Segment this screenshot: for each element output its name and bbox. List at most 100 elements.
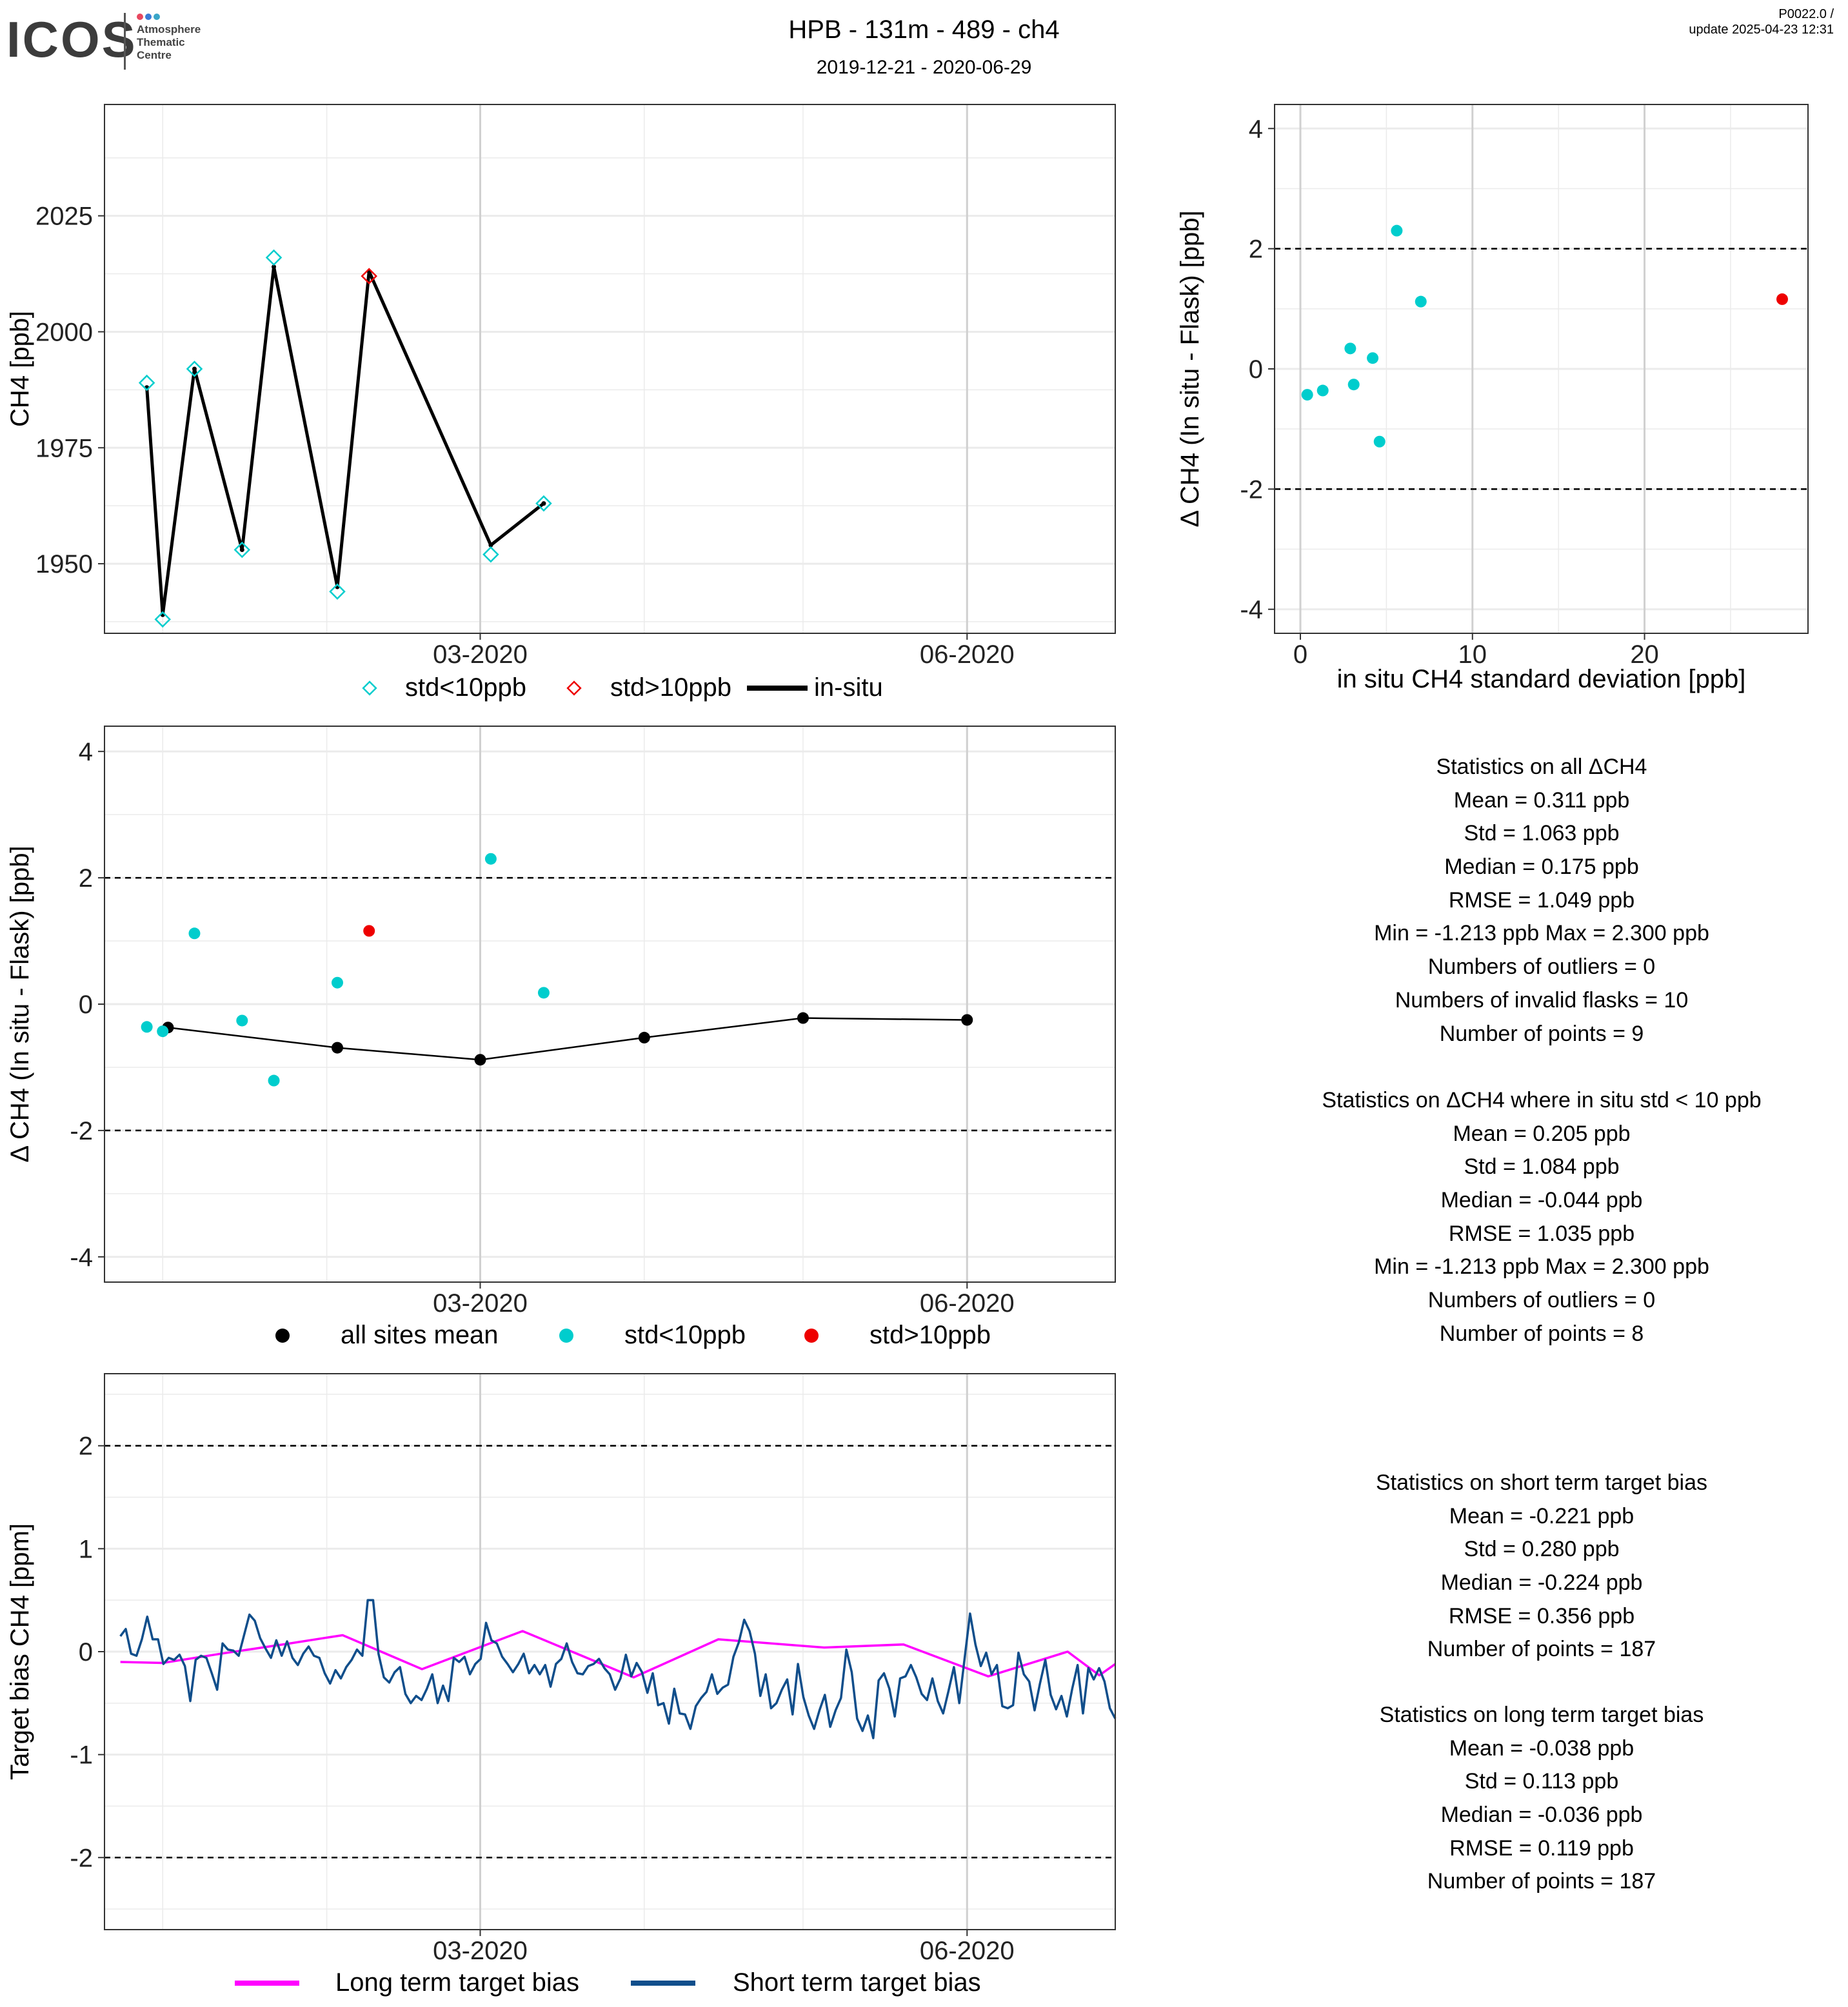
- flask-point-std-lt10: [482, 546, 499, 563]
- y-tick-label: -2: [70, 1117, 93, 1145]
- y-axis-label: Δ CH4 (In situ - Flask) [ppb]: [6, 845, 34, 1162]
- logo-subtitle-line: Atmosphere: [137, 23, 201, 35]
- y-tick-label: 2: [1249, 235, 1263, 264]
- scatter-point-std-lt10: [1415, 295, 1427, 308]
- legend-top-keys: [362, 680, 808, 696]
- logo-dots-icon: [137, 12, 162, 21]
- stats-all-rmse: RMSE = 1.049 ppb: [1448, 887, 1635, 913]
- stats-long-std: Std = 0.113 ppb: [1464, 1769, 1619, 1794]
- mean-line: [168, 1017, 968, 1061]
- plot-border: [104, 726, 1116, 1283]
- stats-short-points: Number of points = 187: [1427, 1637, 1656, 1662]
- stats-long-title: Statistics on long term target bias: [1379, 1703, 1704, 1727]
- stats-all-invalid-flasks: Numbers of invalid flasks = 10: [1395, 987, 1689, 1013]
- delta-point-std-gt10: [363, 925, 375, 937]
- insitu-point: [192, 366, 197, 371]
- short-term-bias-line: [119, 1599, 1117, 1739]
- delta-point-std-lt10: [157, 1025, 169, 1038]
- legend-short-term-label: Short term target bias: [733, 1968, 981, 1997]
- mean-point: [331, 1042, 343, 1054]
- y-tick-label: -4: [70, 1243, 93, 1272]
- y-tick-label: -4: [1240, 596, 1263, 624]
- stats-std-block: Statistics on ΔCH4 where in situ std < 1…: [1251, 1084, 1832, 1351]
- stats-long-rmse: RMSE = 0.119 ppb: [1449, 1835, 1634, 1861]
- x-tick-label: 06-2020: [920, 1289, 1015, 1318]
- legend-std-gt10-label: std>10ppb: [869, 1321, 991, 1349]
- scatter-point-std-lt10: [1373, 435, 1386, 448]
- long-term-bias-line: [120, 1630, 1117, 1679]
- page-title: HPB - 131m - 489 - ch4: [788, 15, 1060, 44]
- stats-short-title: Statistics on short term target bias: [1376, 1470, 1707, 1495]
- x-tick-label: 06-2020: [920, 1937, 1015, 1965]
- flask-point-std-lt10: [154, 611, 172, 628]
- x-tick-label: 06-2020: [920, 640, 1015, 669]
- stats-std-median: Median = -0.044 ppb: [1440, 1188, 1643, 1213]
- legend-std-lt10-label: std<10ppb: [405, 673, 526, 702]
- insitu-point: [541, 501, 546, 506]
- chart-delta_vs_std: -4 -2 0 2 4 0 10 20 Δ CH4 (In situ - Flask) [ppb…: [1176, 104, 1809, 693]
- plot-area: [104, 104, 1115, 633]
- legend-std-gt10-key: [566, 680, 582, 696]
- y-tick-label: -1: [70, 1741, 93, 1770]
- legend-std-gt10-key: [804, 1329, 819, 1343]
- stats-short-std: Std = 0.280 ppb: [1464, 1537, 1620, 1562]
- y-tick-label: 0: [1249, 355, 1263, 384]
- mean-point: [797, 1012, 809, 1024]
- legend-std-lt10-key: [362, 680, 377, 696]
- stats-all-title: Statistics on all ΔCH4: [1436, 755, 1647, 779]
- y-tick-label: 2: [79, 864, 93, 893]
- insitu-point: [488, 542, 493, 548]
- y-tick-label: -2: [70, 1844, 93, 1872]
- update-label: update 2025-04-23 12:31: [1689, 23, 1834, 37]
- y-tick-label: 4: [1249, 115, 1263, 143]
- y-tick-label: 2: [79, 1432, 93, 1461]
- stats-std-points: Number of points = 8: [1439, 1321, 1644, 1346]
- plot-border: [104, 104, 1116, 634]
- mean-point: [961, 1014, 973, 1026]
- logo-wordmark: ICOS: [6, 11, 137, 68]
- delta-point-std-lt10: [537, 987, 550, 999]
- legend-top: std<10ppb std>10ppb in-situ: [348, 671, 929, 707]
- legend-long-term-label: Long term target bias: [335, 1968, 579, 1997]
- legend-bottom-keys: [235, 1981, 695, 1986]
- delta-point-std-lt10: [141, 1021, 153, 1033]
- legend-mean-key: [275, 1329, 290, 1343]
- x-tick-label: 20: [1630, 640, 1659, 669]
- y-tick-label: 0: [79, 991, 93, 1019]
- scatter-point-std-lt10: [1316, 384, 1329, 397]
- chart-delta_timeseries: -4 -2 0 2 4 03-2020 06-2020 Δ CH4 (In situ - Fl…: [6, 726, 1116, 1318]
- chart-target_bias: -2 -1 0 1 2 03-2020 06-2020 Target bias CH4 [pp…: [6, 1373, 1117, 1965]
- legend-middle: all sites mean std<10ppb std>10ppb: [271, 1318, 1045, 1354]
- scatter-point-std-lt10: [1344, 342, 1356, 355]
- stats-short-rmse: RMSE = 0.356 ppb: [1448, 1603, 1635, 1628]
- y-tick-label: 2025: [35, 203, 93, 231]
- x-tick-label: 03-2020: [433, 1937, 528, 1965]
- legend-mean-label: all sites mean: [341, 1321, 499, 1349]
- version-label: P0022.0 /: [1778, 7, 1834, 21]
- date-range: 2019-12-21 - 2020-06-29: [816, 57, 1032, 78]
- stats-all-outliers: Numbers of outliers = 0: [1427, 954, 1656, 980]
- stats-std-outliers: Numbers of outliers = 0: [1427, 1288, 1656, 1313]
- stats-long-points: Number of points = 187: [1427, 1869, 1656, 1894]
- insitu-point: [239, 548, 244, 553]
- scatter-point-std-lt10: [1301, 389, 1313, 401]
- flask-point-std-gt10: [361, 268, 377, 284]
- x-tick-label: 0: [1293, 640, 1307, 669]
- logo-subtitle: Atmosphere Thematic Centre: [137, 23, 221, 62]
- y-tick-label: 1950: [35, 550, 93, 578]
- plot-border: [1274, 104, 1809, 634]
- stats-std-title: Statistics on ΔCH4 where in situ std < 1…: [1322, 1088, 1762, 1112]
- y-axis-label: Δ CH4 (In situ - Flask) [ppb]: [1176, 210, 1204, 527]
- flask-point-std-lt10: [186, 361, 203, 377]
- stats-short-median: Median = -0.224 ppb: [1440, 1570, 1643, 1596]
- stats-std-std: Std = 1.084 ppb: [1464, 1154, 1620, 1180]
- y-tick-label: 0: [79, 1638, 93, 1666]
- x-tick-label: 03-2020: [433, 1289, 528, 1318]
- legend-std-lt10-label: std<10ppb: [624, 1321, 746, 1349]
- y-tick-label: 4: [79, 738, 93, 766]
- stats-all-points: Number of points = 9: [1439, 1021, 1644, 1046]
- flask-point-std-lt10: [535, 495, 552, 512]
- stats-all-minmax: Min = -1.213 ppb Max = 2.300 ppb: [1374, 921, 1709, 946]
- flask-point-std-lt10: [138, 374, 155, 391]
